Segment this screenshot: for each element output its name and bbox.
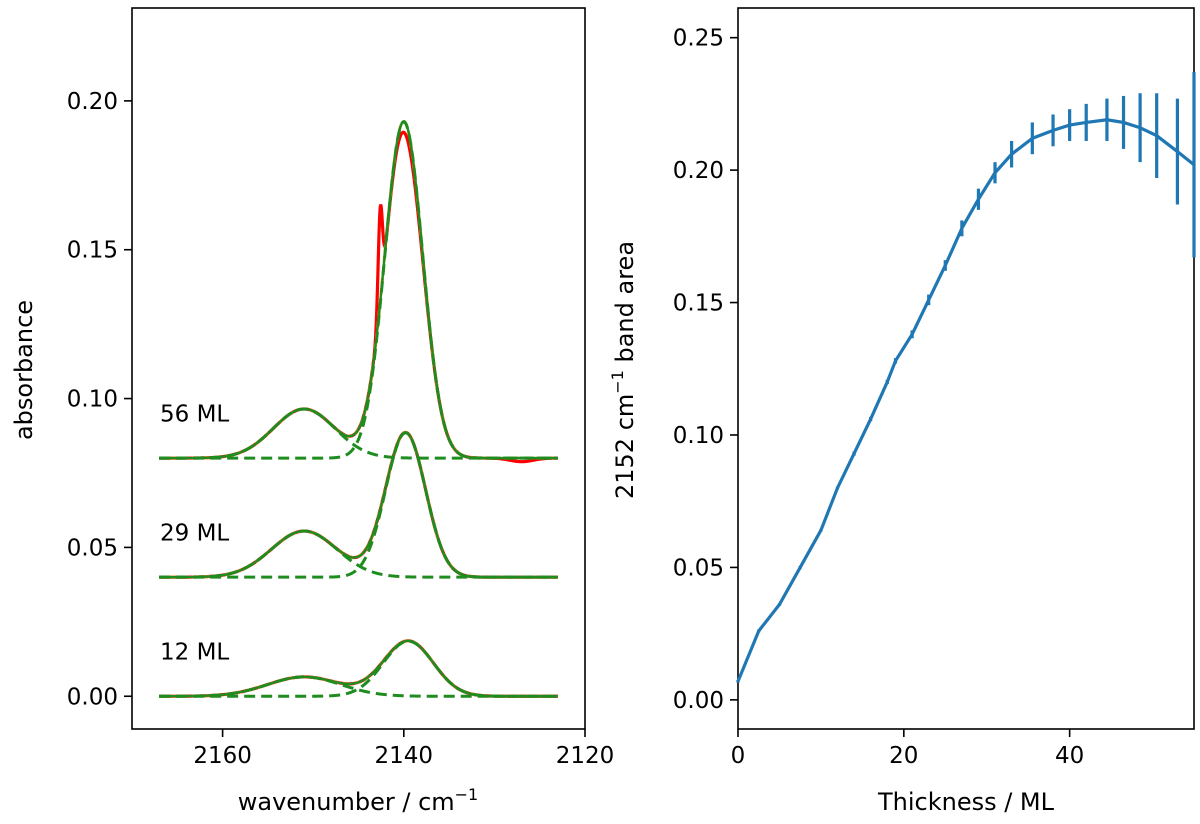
band-area-line — [736, 118, 1195, 682]
right-panel: 0 20 40 0.00 0.05 0.10 0.15 0.20 0.25 Thickness … — [608, 7, 1196, 816]
y-tick-label: 0.25 — [673, 26, 724, 52]
y-tick-label: 0.00 — [673, 688, 724, 714]
x-tick-label: 2160 — [193, 743, 252, 769]
left-plot-frame — [131, 7, 586, 730]
x-tick-label: 2120 — [556, 743, 615, 769]
left-annotations: 56 ML 29 ML 12 ML — [160, 401, 229, 665]
left-axis-ticks: 2160 2140 2120 0.00 0.05 0.10 0.15 0.20 — [67, 89, 614, 769]
x-tick-label: 2140 — [375, 743, 434, 769]
left-panel: 2160 2140 2120 0.00 0.05 0.10 0.15 0.20 56 ML 29… — [10, 7, 614, 816]
left-y-axis-label: absorbance — [10, 300, 38, 440]
x-tick-label: 0 — [731, 743, 746, 769]
component-1-12-ml — [159, 675, 558, 698]
spectrum-label: 12 ML — [160, 640, 229, 666]
spectrum-label: 56 ML — [160, 401, 229, 427]
right-y-axis-label: 2152 cm−1 band area — [608, 241, 639, 499]
left-x-axis-label: wavenumber / cm−1 — [238, 785, 478, 816]
x-tick-label: 20 — [889, 743, 918, 769]
right-plot-content — [736, 72, 1196, 683]
y-tick-label: 0.15 — [67, 238, 118, 264]
y-tick-label: 0.20 — [67, 89, 118, 115]
right-x-axis-label: Thickness / ML — [877, 788, 1055, 816]
y-tick-label: 0.20 — [673, 158, 724, 184]
spectrum-label: 29 ML — [160, 521, 229, 547]
y-tick-label: 0.05 — [673, 555, 724, 581]
x-tick-label: 40 — [1055, 743, 1084, 769]
right-axis-ticks: 0 20 40 0.00 0.05 0.10 0.15 0.20 0.25 — [673, 26, 1084, 769]
fit-envelope-12-ml — [159, 639, 558, 698]
y-tick-label: 0.15 — [673, 291, 724, 317]
y-tick-label: 0.00 — [67, 684, 118, 710]
left-plot-content — [159, 119, 558, 698]
fit-envelope-29-ml — [159, 431, 558, 579]
fit-envelope-56-ml — [159, 120, 558, 460]
y-tick-label: 0.10 — [673, 423, 724, 449]
right-plot-frame — [737, 7, 1195, 730]
y-tick-label: 0.10 — [67, 387, 118, 413]
y-tick-label: 0.05 — [67, 535, 118, 561]
